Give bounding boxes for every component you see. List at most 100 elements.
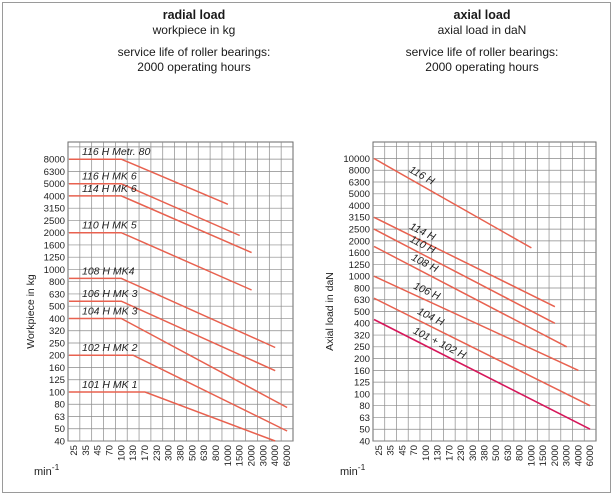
x-tick-label: 45 [397,445,408,456]
series-line [69,354,288,432]
series-line [373,216,556,308]
x-axis-unit-base: min [340,466,358,478]
x-tick-label: 380 [480,445,491,461]
series-label: 114 H MK 6 [82,183,137,195]
series-line [373,318,591,430]
y-tick-label: 800 [354,283,370,294]
x-tick-label: 500 [491,445,502,461]
left-chart-note-line2: 2000 operating hours [137,60,251,74]
y-tick-label: 4000 [44,191,65,202]
y-tick-label: 125 [354,378,370,389]
y-tick-label: 63 [359,413,370,424]
y-tick-label: 80 [54,400,65,411]
y-tick-label: 100 [354,389,370,400]
y-tick-label: 6300 [44,167,65,178]
y-tick-label: 250 [49,338,65,349]
y-tick-label: 63 [54,412,65,423]
y-tick-label: 800 [49,277,65,288]
y-tick-label: 320 [49,326,65,337]
x-tick-label: 300 [468,445,479,461]
y-tick-label: 400 [49,314,65,325]
x-tick-label: 380 [176,445,187,461]
y-tick-label: 500 [49,302,65,313]
y-tick-label: 400 [354,319,370,330]
x-axis-unit-exponent: -1 [358,462,366,472]
x-tick-label: 630 [199,445,210,461]
series-line [69,195,252,254]
y-tick-label: 200 [354,354,370,365]
x-tick-label: 2000 [247,445,258,466]
y-tick-label: 5000 [44,179,65,190]
x-tick-label: 300 [164,445,175,461]
series-line [69,391,276,442]
x-tick-label: 230 [456,445,467,461]
x-tick-label: 100 [421,445,432,461]
x-tick-label: 4000 [573,445,584,466]
x-tick-label: 1000 [526,445,537,466]
x-tick-label: 1500 [538,445,549,466]
series-line [373,228,556,324]
series-label: 108 H MK4 [82,265,135,277]
x-tick-label: 630 [503,445,514,461]
axial-load-chart: 4050638010012516020025032040050063080010… [324,141,597,478]
x-tick-label: 170 [444,445,455,461]
series-label: 110 H MK 5 [82,220,137,232]
right-chart-title: axial load [453,8,511,22]
x-tick-label: 1000 [223,445,234,466]
series-line [373,157,532,249]
left-chart-header: radial load workpiece in kg service life… [44,8,344,75]
series-label: 102 H MK 2 [82,342,138,354]
figure-frame [2,2,611,493]
series-line [69,317,288,409]
y-tick-label: 100 [49,387,65,398]
y-tick-label: 50 [359,425,370,436]
x-tick-label: 800 [515,445,526,461]
x-tick-label: 130 [128,445,139,461]
series-label: 104 H MK 3 [82,305,138,317]
series-line [69,300,276,372]
y-tick-label: 3150 [349,213,370,224]
x-tick-label: 6000 [585,445,596,466]
y-tick-label: 10000 [343,154,370,165]
left-chart-note-line1: service life of roller bearings: [117,45,271,59]
y-tick-label: 630 [49,289,65,300]
series-line [69,158,229,205]
y-tick-label: 1000 [44,265,65,276]
right-chart-subtitle: axial load in daN [437,23,527,37]
y-tick-label: 320 [354,330,370,341]
x-tick-label: 35 [81,445,92,456]
y-tick-label: 2000 [349,236,370,247]
y-tick-label: 1600 [44,240,65,251]
x-tick-label: 130 [433,445,444,461]
y-tick-label: 6300 [349,177,370,188]
series-label: 106 H MK 3 [82,288,138,300]
y-tick-label: 160 [49,363,65,374]
x-tick-label: 45 [93,445,104,456]
x-axis-unit: min-1 [340,462,366,478]
series-line [69,182,241,237]
right-chart-note-line1: service life of roller bearings: [405,45,559,59]
y-tick-label: 1250 [44,253,65,264]
series-line [373,245,568,348]
y-tick-label: 1000 [349,272,370,283]
y-axis-title: Workpiece in kg [25,274,37,349]
series-label: 116 H Metr. 80 [82,146,150,158]
y-tick-label: 1600 [349,248,370,259]
series-line [69,277,276,349]
y-tick-label: 40 [54,436,65,447]
y-tick-label: 2500 [349,225,370,236]
y-tick-label: 4000 [349,201,370,212]
series-line [373,297,591,407]
right-chart-header: axial load axial load in daN service lif… [332,8,615,75]
right-chart-note-line2: 2000 operating hours [425,60,539,74]
x-axis-unit: min-1 [34,462,60,478]
y-tick-label: 50 [54,424,65,435]
x-tick-label: 2000 [550,445,561,466]
left-chart-subtitle: workpiece in kg [152,23,236,37]
x-tick-label: 70 [409,445,420,456]
x-tick-label: 1500 [235,445,246,466]
x-tick-label: 230 [152,445,163,461]
series-label: 116 H MK 6 [82,171,137,183]
radial-load-chart: 4050638010012516020025032040050063080010… [25,141,294,478]
